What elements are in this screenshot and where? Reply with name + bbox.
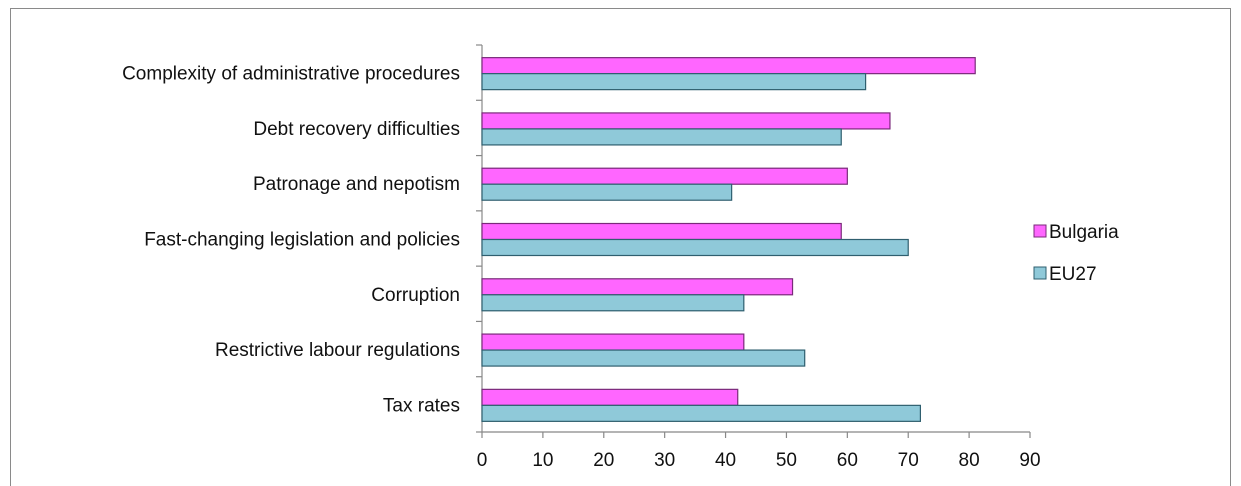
category-label: Corruption <box>371 285 460 306</box>
category-labels: Complexity of administrative procedures D… <box>122 64 460 417</box>
category-label: Complexity of administrative procedures <box>122 64 460 85</box>
bar-eu27-0 <box>481 73 867 91</box>
chart-axes <box>476 44 1031 438</box>
x-tick-label: 20 <box>593 450 614 471</box>
category-label: Debt recovery difficulties <box>253 119 460 140</box>
x-tick-labels: 0 10 20 30 40 50 60 70 80 90 <box>477 450 1041 471</box>
category-label: Patronage and nepotism <box>253 174 460 195</box>
bar-eu27-4 <box>481 294 745 312</box>
category-label: Restrictive labour regulations <box>215 340 460 361</box>
x-tick-label: 10 <box>532 450 553 471</box>
bar-bulgaria-6 <box>481 388 739 406</box>
bar-bulgaria-3 <box>481 222 842 241</box>
chart-bars <box>481 57 976 422</box>
legend-swatch-bulgaria <box>1033 224 1047 238</box>
bar-bulgaria-2 <box>481 167 848 185</box>
x-tick-label: 30 <box>654 450 675 471</box>
legend-swatch-eu27 <box>1033 266 1047 280</box>
legend-label-bulgaria: Bulgaria <box>1049 222 1119 243</box>
bar-eu27-1 <box>481 128 842 146</box>
x-tick-label: 70 <box>898 450 919 471</box>
legend-label-eu27: EU27 <box>1049 264 1097 285</box>
bar-eu27-5 <box>481 349 806 367</box>
category-label: Tax rates <box>383 395 460 416</box>
legend: Bulgaria EU27 <box>1033 222 1119 285</box>
bar-eu27-6 <box>481 404 921 422</box>
category-label: Fast-changing legislation and policies <box>144 230 460 251</box>
x-tick-label: 60 <box>837 450 858 471</box>
x-tick-label: 80 <box>959 450 980 471</box>
x-tick-label: 50 <box>776 450 797 471</box>
bar-eu27-3 <box>481 238 909 257</box>
bar-bulgaria-5 <box>481 333 745 351</box>
bar-bulgaria-1 <box>481 112 891 130</box>
bar-bulgaria-0 <box>481 57 976 75</box>
bar-bulgaria-4 <box>481 278 794 296</box>
x-tick-label: 40 <box>715 450 736 471</box>
x-tick-label: 0 <box>477 450 488 471</box>
chart-frame <box>10 8 1231 486</box>
bar-eu27-2 <box>481 183 733 201</box>
x-tick-label: 90 <box>1019 450 1040 471</box>
